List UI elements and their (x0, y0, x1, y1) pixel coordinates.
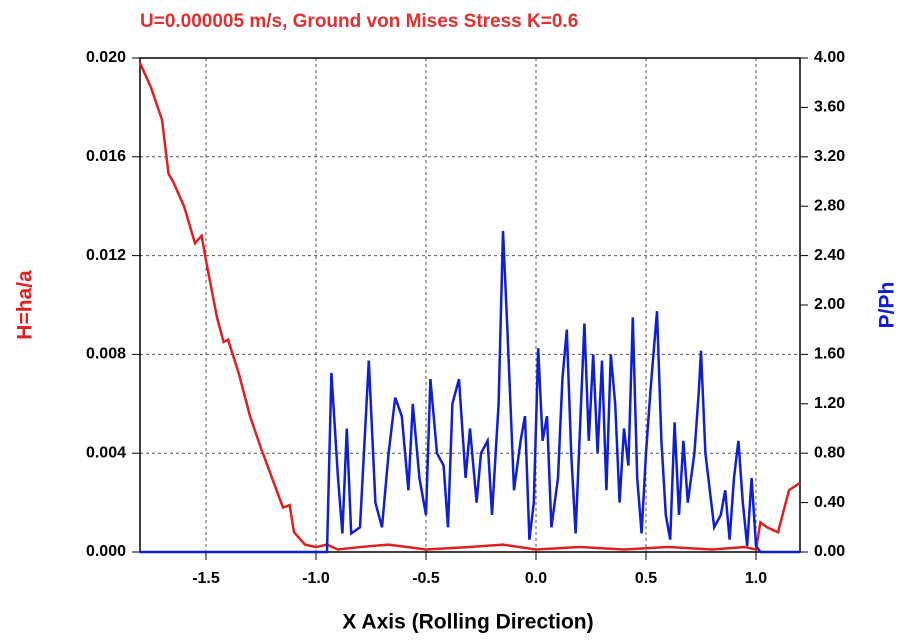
y-tick-label: 0.012 (86, 247, 126, 264)
plot-frame (139, 57, 801, 553)
y-tick-label: 0.000 (86, 543, 126, 560)
y2-tick-label: 2.80 (814, 197, 845, 214)
y2-tick-label: 3.60 (814, 99, 845, 116)
y2-tick-label: 4.00 (814, 49, 845, 66)
y2-tick-label: 2.00 (814, 296, 845, 313)
y2-tick-label: 0.80 (814, 444, 845, 461)
series-line (140, 230, 800, 554)
x-tick-label: -0.5 (412, 570, 440, 587)
y-tick-label: 0.020 (86, 49, 126, 66)
y-tick-label: 0.004 (86, 444, 126, 461)
y2-tick-label: 1.60 (814, 346, 845, 363)
x-tick-label: 0.0 (525, 570, 547, 587)
x-axis-title: X Axis (Rolling Direction) (342, 611, 593, 634)
y-axis-title: H=ha/a (14, 270, 37, 340)
chart-title: U=0.000005 m/s, Ground von Mises Stress … (140, 11, 578, 32)
x-tick-label: 1.0 (745, 570, 767, 587)
y2-tick-label: 0.40 (814, 494, 845, 511)
x-tick-label: 0.5 (635, 570, 657, 587)
y2-tick-label: 2.40 (814, 247, 845, 264)
y2-tick-label: 0.00 (814, 543, 845, 560)
y2-tick-label: 1.20 (814, 395, 845, 412)
y2-axis-title: P/Ph (876, 282, 899, 329)
y2-tick-label: 3.20 (814, 148, 845, 165)
series-line (138, 62, 801, 552)
y-tick-label: 0.016 (86, 148, 126, 165)
x-tick-label: -1.5 (192, 570, 220, 587)
y-tick-label: 0.008 (86, 346, 126, 363)
x-tick-label: -1.0 (302, 570, 330, 587)
